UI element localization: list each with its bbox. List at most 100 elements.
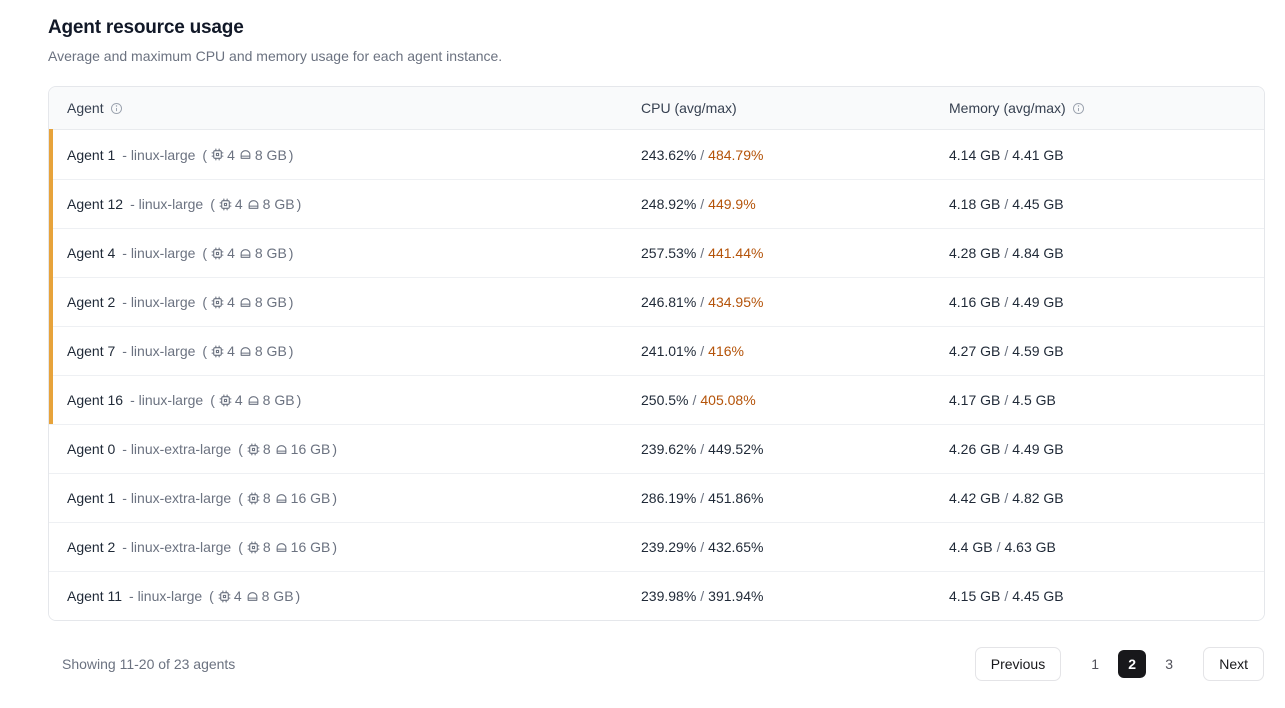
cpu-usage-cell: 257.53%/441.44% bbox=[641, 245, 949, 261]
mem-max-value: 4.45 GB bbox=[1012, 196, 1064, 212]
specs-open-paren: ( bbox=[209, 588, 214, 604]
mem-avg-value: 4.28 GB bbox=[949, 245, 1001, 261]
mem-max-value: 4.82 GB bbox=[1012, 490, 1064, 506]
agent-instance-type: - linux-large bbox=[122, 343, 196, 359]
specs-close-paren: ) bbox=[288, 146, 294, 163]
agent-cpu-count: 4 bbox=[227, 245, 235, 261]
agent-cell: Agent 2 - linux-extra-large ( 8 16 GB ) bbox=[53, 539, 641, 555]
agent-instance-type: - linux-large bbox=[122, 245, 196, 261]
agent-ram: 8 GB bbox=[254, 294, 287, 310]
ram-icon bbox=[239, 247, 252, 260]
table-row: Agent 11 - linux-large ( 4 8 GB ) 239.98… bbox=[49, 571, 1264, 620]
value-separator: / bbox=[1004, 196, 1009, 212]
specs-open-paren: ( bbox=[202, 343, 208, 359]
agent-name: Agent 11 bbox=[67, 588, 123, 604]
agent-cpu-count: 4 bbox=[227, 294, 235, 310]
cpu-chip-icon bbox=[247, 443, 260, 456]
page-button-1[interactable]: 1 bbox=[1081, 650, 1109, 678]
specs-close-paren: ) bbox=[295, 588, 301, 604]
cpu-chip-icon bbox=[211, 247, 224, 260]
memory-usage-cell: 4.26 GB/4.49 GB bbox=[949, 441, 1264, 457]
cpu-chip-icon bbox=[211, 148, 224, 161]
agent-specs: ( 4 8 GB ) bbox=[210, 196, 301, 212]
table-row: Agent 0 - linux-extra-large ( 8 16 GB ) … bbox=[49, 424, 1264, 473]
agent-cpu-count: 8 bbox=[262, 539, 271, 555]
cpu-max-value: 449.9% bbox=[708, 196, 756, 212]
specs-open-paren: ( bbox=[238, 441, 243, 457]
value-separator: / bbox=[700, 245, 705, 261]
specs-open-paren: ( bbox=[238, 539, 243, 555]
agent-ram: 16 GB bbox=[290, 441, 331, 457]
agent-specs: ( 4 8 GB ) bbox=[202, 245, 293, 261]
agent-instance-type: - linux-extra-large bbox=[122, 539, 232, 555]
cpu-usage-cell: 250.5%/405.08% bbox=[641, 392, 949, 408]
ram-icon bbox=[275, 492, 288, 505]
agent-name: Agent 2 bbox=[67, 539, 116, 555]
memory-usage-cell: 4.14 GB/4.41 GB bbox=[949, 147, 1264, 163]
mem-avg-value: 4.42 GB bbox=[949, 490, 1001, 506]
value-separator: / bbox=[700, 490, 705, 506]
agent-ram: 8 GB bbox=[254, 146, 287, 163]
column-header-memory-label: Memory (avg/max) bbox=[949, 100, 1066, 116]
cpu-usage-cell: 239.29%/432.65% bbox=[641, 539, 949, 555]
table-row: Agent 1 - linux-large ( 4 8 GB ) 243.62%… bbox=[49, 129, 1264, 179]
value-separator: / bbox=[1004, 343, 1009, 359]
agent-instance-type: - linux-large bbox=[129, 588, 203, 604]
value-separator: / bbox=[700, 343, 705, 359]
memory-usage-cell: 4.4 GB/4.63 GB bbox=[949, 539, 1264, 555]
specs-close-paren: ) bbox=[332, 539, 338, 555]
memory-usage-cell: 4.27 GB/4.59 GB bbox=[949, 343, 1264, 359]
agent-cell: Agent 11 - linux-large ( 4 8 GB ) bbox=[53, 588, 641, 604]
table-header-row: Agent CPU (avg/max) Memory (avg/max) bbox=[49, 87, 1264, 130]
agent-name: Agent 1 bbox=[67, 490, 116, 506]
value-separator: / bbox=[700, 146, 705, 163]
cpu-max-value: 451.86% bbox=[708, 490, 764, 506]
agent-cpu-count: 4 bbox=[234, 196, 243, 212]
page-subtitle: Average and maximum CPU and memory usage… bbox=[48, 48, 503, 64]
ram-icon bbox=[247, 394, 260, 407]
agent-instance-type: - linux-large bbox=[130, 392, 204, 408]
column-header-cpu-label: CPU (avg/max) bbox=[641, 100, 737, 116]
cpu-max-value: 484.79% bbox=[708, 146, 764, 163]
specs-open-paren: ( bbox=[202, 245, 208, 261]
cpu-usage-cell: 241.01%/416% bbox=[641, 343, 949, 359]
cpu-max-value: 449.52% bbox=[708, 441, 764, 457]
memory-usage-cell: 4.17 GB/4.5 GB bbox=[949, 392, 1264, 408]
previous-page-button[interactable]: Previous bbox=[974, 647, 1062, 681]
ram-icon bbox=[275, 541, 288, 554]
mem-max-value: 4.49 GB bbox=[1012, 294, 1064, 310]
specs-open-paren: ( bbox=[210, 392, 215, 408]
specs-close-paren: ) bbox=[296, 196, 302, 212]
agent-cell: Agent 2 - linux-large ( 4 8 GB ) bbox=[53, 294, 641, 310]
specs-close-paren: ) bbox=[332, 490, 338, 506]
page-button-2[interactable]: 2 bbox=[1118, 650, 1147, 678]
next-page-button[interactable]: Next bbox=[1203, 647, 1264, 681]
agent-cell: Agent 4 - linux-large ( 4 8 GB ) bbox=[53, 245, 641, 261]
agent-specs: ( 4 8 GB ) bbox=[209, 588, 300, 604]
agent-specs: ( 8 16 GB ) bbox=[238, 441, 337, 457]
cpu-avg-value: 246.81% bbox=[641, 294, 697, 310]
specs-open-paren: ( bbox=[202, 146, 208, 163]
column-header-agent: Agent bbox=[49, 100, 641, 116]
agent-instance-type: - linux-large bbox=[122, 294, 196, 310]
agent-name: Agent 2 bbox=[67, 294, 116, 310]
info-icon[interactable] bbox=[110, 102, 123, 115]
cpu-avg-value: 250.5% bbox=[641, 392, 689, 408]
cpu-max-value: 434.95% bbox=[708, 294, 764, 310]
memory-usage-cell: 4.42 GB/4.82 GB bbox=[949, 490, 1264, 506]
cpu-avg-value: 239.98% bbox=[641, 588, 697, 604]
agent-specs: ( 4 8 GB ) bbox=[202, 343, 293, 359]
table-row: Agent 16 - linux-large ( 4 8 GB ) 250.5%… bbox=[49, 375, 1264, 424]
cpu-max-value: 432.65% bbox=[708, 539, 764, 555]
cpu-max-value: 405.08% bbox=[700, 392, 756, 408]
specs-close-paren: ) bbox=[288, 294, 294, 310]
cpu-usage-cell: 239.98%/391.94% bbox=[641, 588, 949, 604]
value-separator: / bbox=[700, 196, 705, 212]
info-icon[interactable] bbox=[1072, 102, 1085, 115]
page-button-3[interactable]: 3 bbox=[1155, 650, 1183, 678]
specs-close-paren: ) bbox=[296, 392, 302, 408]
specs-open-paren: ( bbox=[202, 294, 208, 310]
agent-cell: Agent 0 - linux-extra-large ( 8 16 GB ) bbox=[53, 441, 641, 457]
agent-cpu-count: 8 bbox=[262, 490, 271, 506]
